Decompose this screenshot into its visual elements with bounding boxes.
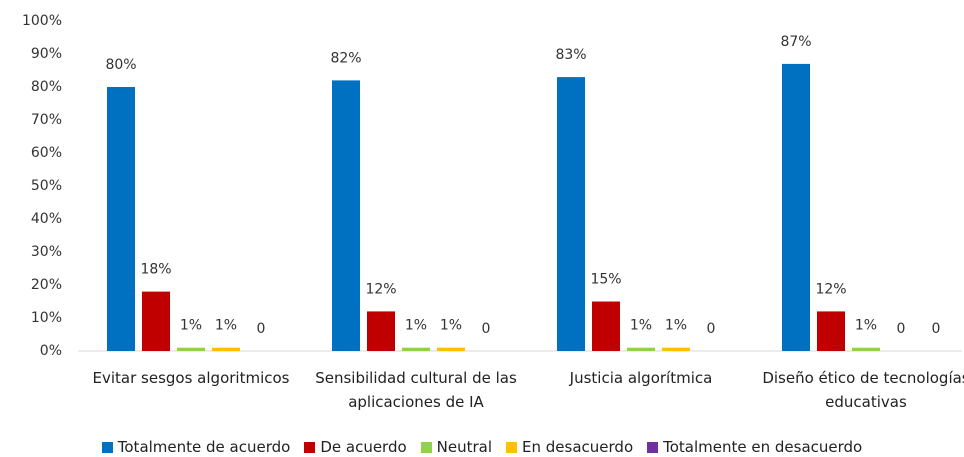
y-tick-label: 70% [31,112,62,128]
legend-label: En desacuerdo [522,438,634,456]
data-label: 12% [815,281,846,297]
bar [402,347,430,351]
y-tick-label: 30% [31,244,62,260]
data-label: 1% [440,318,462,334]
y-tick-label: 0% [40,343,62,359]
x-tick-label: Justicia algorítmica [569,369,713,387]
legend-item: Totalmente en desacuerdo [647,438,862,456]
y-tick-label: 80% [31,79,62,95]
bar [627,347,655,351]
y-tick-label: 40% [31,211,62,227]
data-label: 12% [365,281,396,297]
chart: 0% 10% 20% 30% 40% 50% 60% 70% 80% 90% 100% 80% 18% 1… [22,13,962,359]
data-label: 0 [257,321,266,337]
y-tick-label: 90% [31,46,62,62]
data-label: 82% [330,50,361,66]
data-label: 1% [215,318,237,334]
legend-swatch [647,441,659,453]
data-label: 83% [555,47,586,63]
legend-swatch [420,441,432,453]
data-label: 1% [180,318,202,334]
data-label: 1% [405,318,427,334]
legend-label: Totalmente en desacuerdo [663,438,863,456]
bar [142,291,170,351]
bar [557,77,585,351]
legend-swatch [506,441,518,453]
legend-item: De acuerdo [304,438,407,456]
y-tick-label: 20% [31,277,62,293]
data-label: 15% [590,272,621,288]
bar [782,63,810,352]
bar [592,301,620,351]
data-label: 80% [105,57,136,73]
bar [852,347,880,351]
bar [367,311,395,351]
data-label: 1% [855,318,877,334]
y-tick-label: 100% [22,13,62,29]
legend-label: De acuerdo [320,438,407,456]
legend-item: En desacuerdo [506,438,633,456]
bar [662,347,690,351]
data-label: 0 [932,321,941,337]
data-label: 1% [665,318,687,334]
data-label: 0 [707,321,716,337]
legend-label: Totalmente de acuerdo [117,438,291,456]
legend-item: Totalmente de acuerdo [101,438,291,456]
legend-swatch [101,441,113,453]
legend-label: Neutral [436,438,493,456]
data-label: 1% [630,318,652,334]
data-label: 18% [140,262,171,278]
bar [817,311,845,351]
x-tick-label: Sensibilidad cultural de las aplicacione… [315,369,517,411]
bar [177,347,205,351]
x-tick-label: Evitar sesgos algoritmicos [92,369,290,387]
data-label: 87% [780,34,811,50]
y-tick-label: 60% [31,145,62,161]
y-tick-label: 50% [31,178,62,194]
y-tick-label: 10% [31,310,62,326]
data-label: 0 [482,321,491,337]
bar [107,87,135,351]
legend-swatch [304,441,316,453]
bar [437,347,465,351]
legend: Totalmente de acuerdo De acuerdo Neutral En… [0,438,964,456]
legend-item: Neutral [420,438,493,456]
data-label: 0 [897,321,906,337]
x-tick-label: Diseño ético de tecnologías educativas [762,369,964,411]
bar [332,80,360,352]
bar [212,347,240,351]
